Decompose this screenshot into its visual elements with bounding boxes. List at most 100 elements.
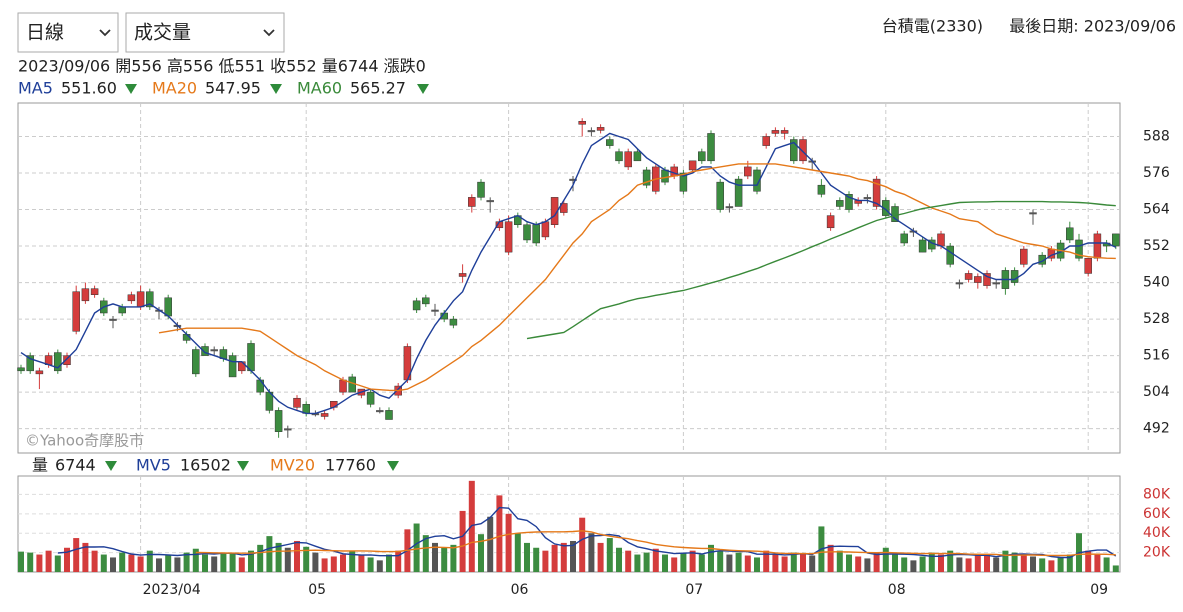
volume-bar — [533, 547, 540, 572]
candle-body — [1093, 233, 1102, 259]
volume-bar — [882, 547, 889, 572]
candle-body — [449, 318, 458, 326]
candle-body — [72, 291, 80, 332]
volume-bar — [542, 550, 549, 572]
select-text[interactable]: 成交量 — [134, 22, 191, 44]
candle-body — [937, 233, 945, 247]
volume-bar — [790, 552, 797, 572]
volume-bar — [855, 556, 862, 572]
volume-bar — [100, 554, 107, 572]
candle-body — [734, 178, 743, 207]
y-tick-label: 492 — [1143, 421, 1170, 437]
volume-bar — [1011, 552, 1018, 572]
down-arrow — [417, 84, 429, 94]
volume-bar — [570, 540, 576, 572]
candle-body — [698, 151, 706, 162]
volume-bar — [64, 547, 70, 572]
volume-bar — [579, 517, 586, 572]
legend-name: MA5 — [18, 79, 53, 98]
volume-bar — [1112, 565, 1119, 572]
x-tick-label: 2023/04 — [143, 582, 201, 598]
volume-bar — [551, 544, 558, 572]
chevron[interactable] — [263, 29, 275, 37]
candle-body — [780, 130, 789, 134]
line — [20, 132, 1117, 415]
period-select[interactable]: 日線 — [17, 12, 119, 53]
candle-body — [606, 139, 614, 146]
candle-body — [863, 197, 872, 200]
volume-panel — [17, 475, 1121, 573]
y-tick-label: 504 — [1143, 384, 1170, 400]
watermark: ©Yahoo奇摩股市 — [25, 432, 144, 450]
candle-body — [136, 291, 145, 308]
candle-body — [458, 273, 467, 277]
candle-body — [1010, 270, 1019, 283]
candle-body — [725, 206, 734, 209]
x-tick-label: 07 — [685, 582, 703, 598]
candle-body — [983, 273, 991, 286]
volume-bar — [27, 552, 34, 572]
candle-body — [164, 297, 172, 317]
candle-body — [293, 397, 301, 408]
volume-bar — [284, 547, 291, 572]
candle-body — [845, 194, 853, 210]
volume-bar — [928, 552, 935, 572]
candle-body — [642, 169, 651, 186]
volume-bar — [330, 556, 337, 572]
summary: 2023/09/06 開556 高556 低551 收552 量6744 漲跌0 — [18, 57, 426, 76]
candle-body — [1112, 233, 1120, 247]
volume-bar — [119, 552, 126, 572]
candle-body — [688, 160, 697, 171]
volume-bar — [956, 557, 963, 572]
candle-body — [146, 291, 154, 308]
volume-bar — [18, 551, 24, 572]
legend-value: 17760 — [325, 456, 376, 475]
x-tick-label: 09 — [1090, 582, 1108, 598]
volume-bar — [128, 554, 135, 572]
volume-bar — [662, 554, 668, 572]
y-tick-label: 80K — [1143, 486, 1171, 502]
volume-bar — [744, 555, 751, 572]
legend-name: MV5 — [136, 456, 171, 475]
y-tick-label: 20K — [1143, 545, 1171, 561]
candle-body — [192, 349, 200, 375]
candle-body — [228, 355, 237, 378]
volume-bar — [514, 533, 521, 572]
candle-body — [523, 224, 531, 241]
volume-bar — [156, 558, 162, 572]
volume-bar — [1103, 557, 1110, 572]
x-tick-label: 06 — [511, 582, 529, 598]
line — [195, 530, 1116, 557]
down-arrow — [125, 84, 137, 94]
indicator-select[interactable]: 成交量 — [125, 12, 285, 53]
volume-bar — [367, 557, 374, 572]
volume-bar — [294, 540, 300, 572]
candle-body — [872, 178, 881, 207]
chevron[interactable] — [99, 29, 111, 37]
candle-body — [578, 121, 586, 125]
last-date: 最後日期: 2023/09/06 — [1009, 17, 1176, 36]
select-text[interactable]: 日線 — [26, 22, 64, 44]
volume-bar — [441, 547, 448, 572]
volume-bar — [165, 554, 172, 572]
volume-bar — [726, 554, 733, 572]
volume-bar — [634, 554, 641, 572]
select-box[interactable] — [125, 12, 285, 53]
volume-bar — [229, 552, 236, 572]
down-arrow — [237, 461, 249, 471]
y-tick-label: 588 — [1143, 128, 1170, 144]
volume-bar — [450, 544, 457, 572]
y-tick-label: 552 — [1143, 238, 1170, 254]
volume-bar — [717, 550, 724, 572]
line — [526, 200, 1116, 340]
volume-bar — [763, 550, 770, 572]
candle-body — [974, 276, 982, 283]
volume-bar — [652, 548, 659, 572]
candle-body — [541, 221, 550, 238]
legend-value: 16502 — [180, 456, 231, 475]
volume-bar — [82, 542, 89, 572]
volume-bar — [45, 550, 52, 572]
volume-bar — [984, 554, 990, 572]
volume-bar — [248, 550, 254, 572]
